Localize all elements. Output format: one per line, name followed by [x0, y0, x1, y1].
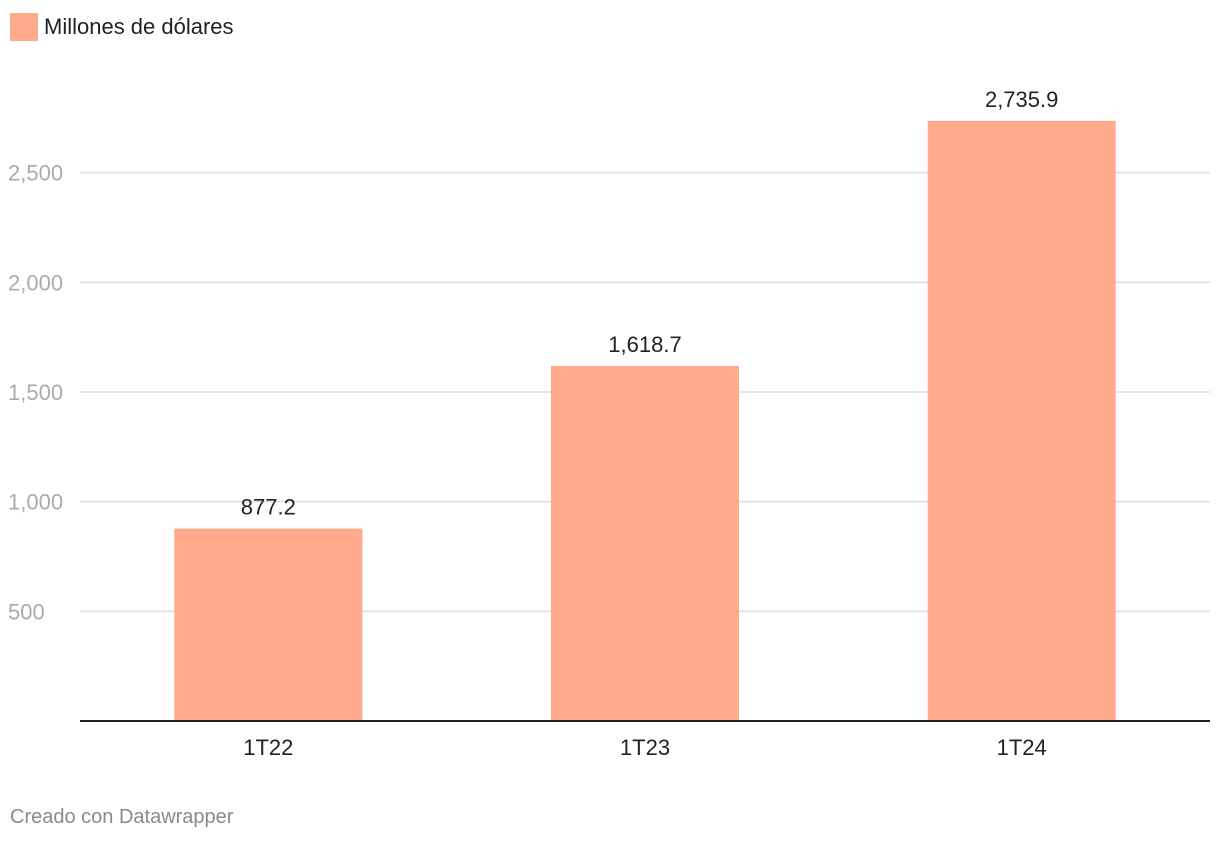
y-tick-label: 1,000 [8, 490, 63, 515]
y-tick-label: 2,500 [8, 161, 63, 186]
x-tick-label: 1T24 [997, 735, 1047, 760]
bar [551, 365, 739, 721]
x-tick-label: 1T23 [620, 735, 670, 760]
bar-chart: 500 1,000 1,500 2,000 2,500 877.2 1T22 1,618.7 1… [8, 87, 1210, 760]
bar-value-label: 877.2 [241, 495, 296, 520]
bar [927, 120, 1116, 722]
bar [174, 528, 363, 721]
chart-legend: Millones de dólares [10, 12, 234, 42]
bar-value-label: 2,735.9 [985, 87, 1058, 112]
y-tick-label: 2,000 [8, 270, 63, 295]
bar-value-label: 1,618.7 [608, 332, 681, 357]
legend-swatch [10, 13, 38, 41]
legend-label: Millones de dólares [44, 14, 234, 39]
y-tick-label: 1,500 [8, 380, 63, 405]
x-tick-label: 1T22 [243, 735, 293, 760]
y-tick-label: 500 [8, 599, 45, 624]
credit-text: Creado con Datawrapper [10, 806, 234, 828]
